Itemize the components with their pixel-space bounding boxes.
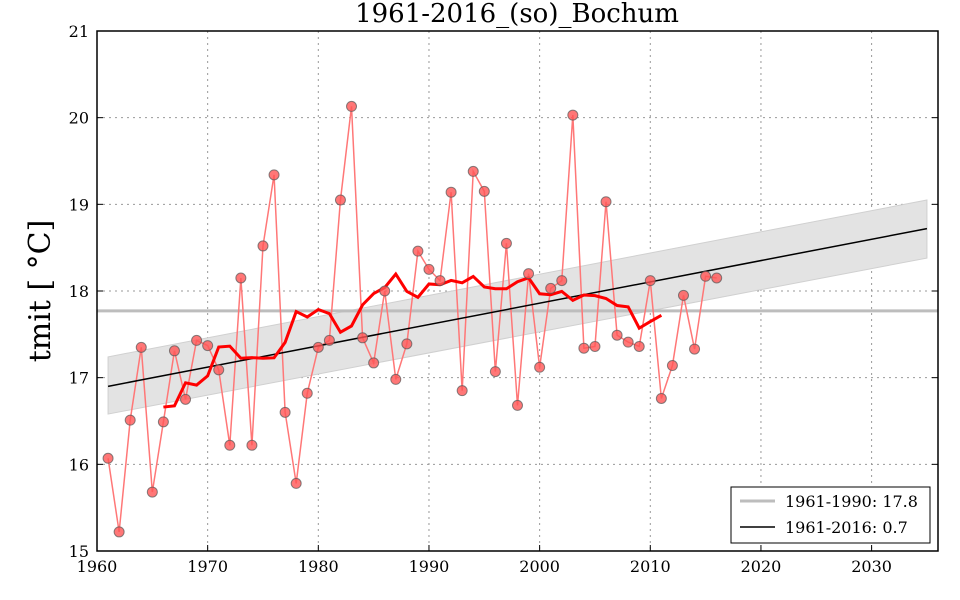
legend-box [730,486,931,544]
data-point [323,334,335,346]
data-point [213,364,225,376]
data-point [456,385,468,397]
data-point [301,387,313,399]
x-tick-label: 1980 [298,557,339,576]
data-point [644,275,656,287]
data-point [523,268,535,280]
y-tick-label: 17 [69,369,89,388]
data-point [467,165,479,177]
data-point [279,406,291,418]
chart-title: 1961-2016_(so)_Bochum [355,0,679,29]
data-point [689,343,701,355]
data-point [445,186,457,198]
legend: 1961-1990: 17.8 1961-2016: 0.7 [730,486,931,544]
data-point [633,340,645,352]
data-point [235,272,247,284]
data-point [224,439,236,451]
data-point [600,196,612,208]
data-point [379,285,391,297]
x-tick-label: 2030 [851,557,892,576]
data-point [578,342,590,354]
y-tick-label: 21 [69,22,89,41]
x-tick-label: 1970 [187,557,228,576]
data-point [512,399,523,411]
data-point [412,245,424,257]
data-point [655,392,667,404]
data-point [357,332,369,344]
y-tick-label: 18 [69,282,89,301]
data-point [202,340,214,352]
running-mean-line [163,271,663,409]
x-tick-label: 2020 [741,557,782,576]
data-point [146,486,158,498]
data-point [677,289,689,301]
data-point [434,275,446,287]
data-point [534,361,546,373]
data-point [700,270,712,282]
data-point [191,334,203,346]
data-point [368,357,380,369]
y-tick-label: 15 [69,542,89,561]
data-point [113,526,125,538]
data-point [423,263,435,275]
data-point [124,414,136,426]
y-tick-label: 19 [69,195,89,214]
data-point [478,185,490,197]
data-point [102,452,114,464]
trend-line [107,227,928,388]
y-tick-label: 16 [69,455,89,474]
data-point [401,338,413,350]
data-point [545,282,557,294]
data-point [500,237,512,249]
data-point [180,393,192,405]
data-point [711,272,723,284]
y-tick-label: 20 [69,109,89,128]
data-point [556,275,568,287]
x-tick-label: 1960 [77,557,118,576]
data-point [589,340,601,352]
data-point [489,366,501,378]
data-point [135,341,147,353]
data-point [312,341,324,353]
x-tick-label: 2000 [519,557,560,576]
data-point [346,100,358,112]
data-point [290,477,302,489]
data-point [157,416,169,428]
x-tick-label: 1990 [409,557,450,576]
x-tick-label: 2010 [630,557,671,576]
data-point [567,109,579,121]
data-point [246,439,258,451]
data-point [334,194,346,206]
data-point [257,240,269,252]
data-point [168,345,180,357]
data-point [666,360,678,372]
y-axis-label: tmit [ °C] [23,220,58,363]
data-point [611,329,623,341]
legend-label-ref: 1961-1990: 17.8 [785,492,918,511]
legend-label-trend: 1961-2016: 0.7 [785,518,908,537]
data-point [622,336,634,348]
data-point [268,169,280,181]
data-point [390,373,402,385]
